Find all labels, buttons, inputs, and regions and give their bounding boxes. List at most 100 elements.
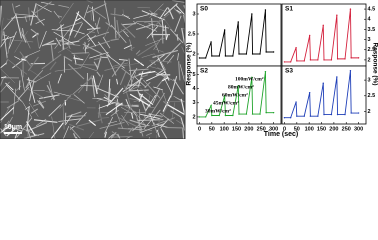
sem-fiber (93, 61, 99, 69)
data-point (265, 51, 267, 53)
sem-fiber (54, 67, 82, 72)
sem-fiber (150, 61, 157, 66)
data-point (309, 115, 312, 117)
annotation: 100mW/cm² (235, 76, 264, 82)
sem-fiber (34, 1, 52, 14)
sem-fiber (28, 68, 43, 79)
sem-fiber (170, 110, 182, 118)
sem-fiber (112, 62, 129, 67)
sem-fiber (0, 107, 15, 122)
sem-fiber (27, 88, 46, 99)
sem-fiber (72, 77, 93, 95)
sem-fiber (116, 112, 124, 130)
data-point (336, 14, 338, 16)
sem-fiber (56, 24, 65, 31)
sem-fiber (117, 127, 143, 131)
x-tick-label: 200 (329, 126, 338, 132)
sem-fiber (137, 41, 159, 57)
sem-fiber (159, 7, 168, 20)
sem-fiber (125, 136, 131, 139)
sem-fiber (135, 115, 144, 137)
sem-fiber (150, 13, 158, 15)
sem-fiber (170, 28, 184, 44)
sem-fiber (115, 98, 118, 114)
annotation: 80mW/cm² (228, 84, 254, 90)
sem-fiber (89, 6, 107, 19)
sem-fiber (147, 106, 155, 108)
sem-fiber (88, 119, 97, 126)
sem-fiber (26, 106, 30, 132)
sem-fiber (135, 125, 150, 129)
sem-fiber (145, 132, 152, 136)
sem-fiber (82, 42, 86, 50)
sem-fiber (179, 64, 186, 83)
sem-fiber (33, 119, 58, 123)
data-point (259, 113, 261, 115)
sem-fiber (110, 38, 119, 41)
sem-fiber (86, 33, 97, 47)
sem-fiber (0, 77, 5, 87)
sem-fiber (124, 85, 132, 109)
sem-fiber (7, 124, 23, 132)
sem-fiber (8, 31, 17, 49)
data-point (272, 51, 275, 53)
sem-fiber (96, 17, 101, 28)
sem-fiber (91, 77, 96, 98)
sem-fiber (148, 65, 166, 72)
sem-fiber (182, 128, 184, 139)
sem-fiber (173, 95, 186, 103)
sem-fiber (82, 43, 104, 55)
data-point (232, 55, 234, 57)
sem-fiber (68, 63, 85, 80)
y-tick-label: 3 (368, 37, 371, 43)
data-point (218, 55, 220, 57)
sem-fiber (0, 81, 10, 93)
data-point (350, 112, 352, 114)
sem-fiber (80, 84, 100, 87)
sem-fiber (40, 1, 55, 6)
x-tick-label: 100 (305, 126, 314, 132)
sem-fiber (74, 22, 83, 38)
sem-fiber (167, 7, 174, 20)
sem-fiber (6, 100, 20, 109)
sem-fiber (11, 15, 38, 19)
sem-fiber (24, 106, 30, 110)
sem-fiber (77, 26, 99, 42)
sem-shade (0, 0, 186, 139)
data-point (330, 59, 333, 61)
sem-fiber (21, 134, 35, 139)
sem-fiber (25, 69, 44, 88)
sem-fiber (178, 61, 181, 81)
data-point (245, 53, 248, 55)
sem-fiber (129, 89, 149, 92)
sem-fiber (68, 111, 82, 117)
data-point (289, 61, 292, 63)
sem-fiber (0, 127, 7, 136)
sem-fiber (164, 25, 167, 41)
sem-fiber (84, 43, 90, 51)
data-point (336, 113, 339, 116)
sem-fiber (41, 53, 62, 70)
data-point (350, 57, 352, 59)
data-point (251, 53, 254, 55)
data-point (210, 104, 212, 107)
sem-fiber (135, 50, 141, 55)
sem-fiber (21, 58, 27, 61)
sem-fiber (0, 17, 4, 36)
sem-fiber (80, 53, 90, 69)
data-point (303, 115, 305, 117)
sem-fiber (128, 127, 134, 134)
sem-fiber (35, 118, 47, 127)
panel-label: S0 (200, 6, 208, 13)
sem-fiber (49, 61, 57, 71)
data-point (237, 85, 239, 87)
sem-fiber (172, 0, 186, 3)
sem-fiber (117, 133, 121, 139)
sem-fiber (0, 106, 10, 124)
data-point (265, 111, 267, 114)
sem-fiber (2, 14, 17, 31)
x-tick-label: 200 (244, 126, 253, 132)
sem-fiber (7, 37, 12, 54)
sem-fiber (62, 125, 70, 139)
y-tick-label: 2 (368, 109, 371, 115)
